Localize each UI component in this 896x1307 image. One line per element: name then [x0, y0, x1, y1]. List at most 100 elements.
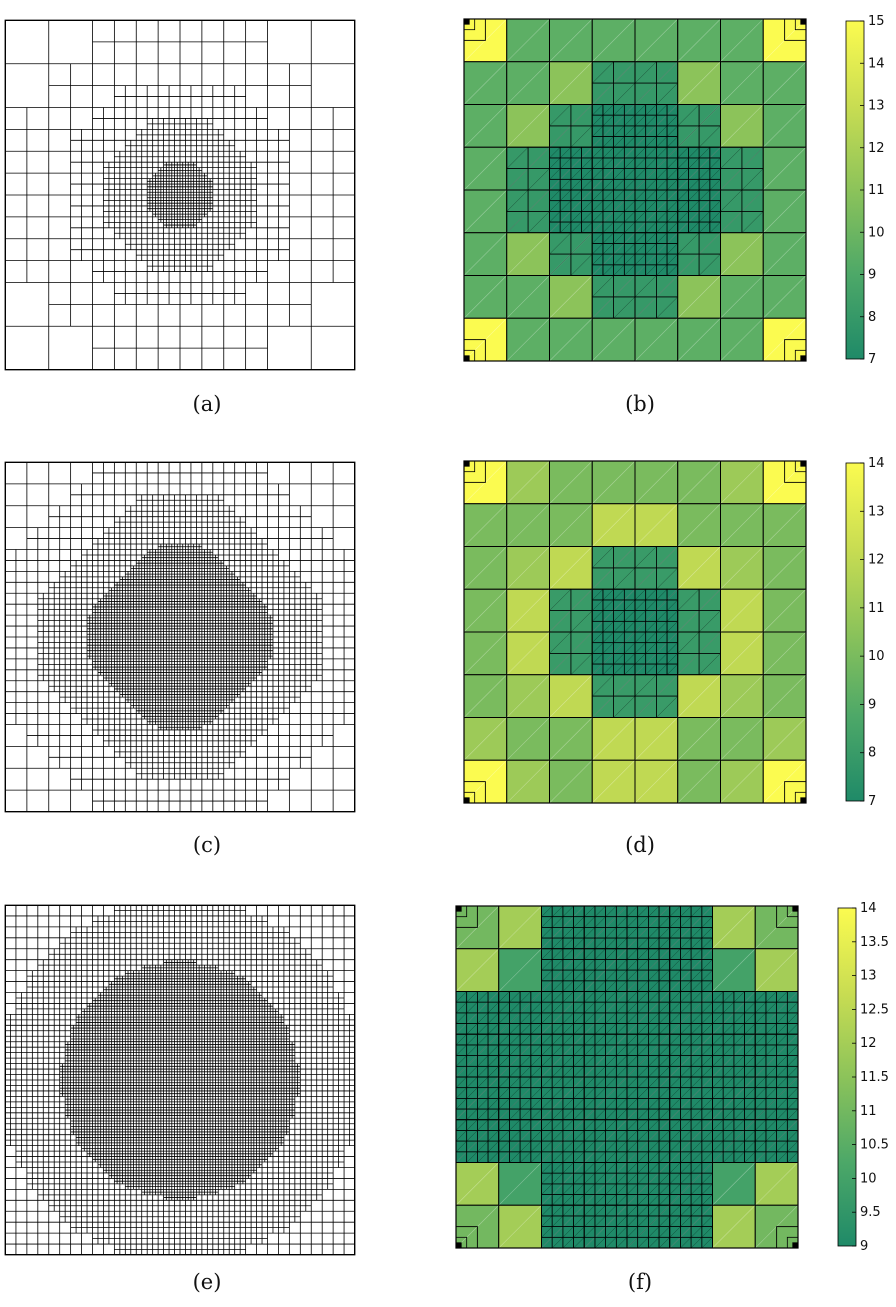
sub-diagonal: [637, 1183, 649, 1195]
sub-diagonal: [712, 1130, 724, 1142]
sub-diagonal: [573, 916, 585, 928]
sub-diagonal: [690, 959, 702, 971]
sub-diagonal: [594, 916, 606, 928]
sub-diagonal: [666, 136, 678, 148]
sub-diagonal: [669, 1194, 681, 1206]
sub-diagonal: [648, 937, 660, 949]
sub-diagonal: [624, 253, 636, 265]
sub-diagonal: [541, 1002, 553, 1014]
sub-diagonal: [626, 969, 638, 981]
sub-diagonal: [519, 1066, 531, 1078]
sub-diagonal: [624, 610, 636, 622]
sub-diagonal: [602, 115, 614, 127]
sub-diagonal: [552, 1119, 564, 1131]
sub-diagonal: [584, 969, 596, 981]
sub-diagonal: [677, 232, 700, 255]
mesh-cell: [677, 61, 721, 105]
cell-diagonal: [549, 717, 593, 761]
sub-diagonal: [669, 959, 681, 971]
sub-diagonal: [712, 1012, 724, 1024]
sub-diagonal: [584, 927, 596, 939]
sub-diagonal: [744, 1023, 756, 1035]
sub-diagonal: [613, 296, 636, 319]
corner-refine-core: [800, 797, 807, 804]
sub-diagonal: [669, 991, 681, 1003]
sub-diagonal: [680, 959, 692, 971]
sub-diagonal: [509, 1108, 521, 1120]
cell-diagonal: [755, 1162, 799, 1206]
cell-diagonal: [720, 760, 764, 804]
sub-diagonal: [776, 1140, 788, 1152]
mesh-cell: [506, 460, 550, 505]
sub-diagonal: [658, 1183, 670, 1195]
sub-diagonal: [680, 1205, 692, 1217]
sub-diagonal: [594, 1162, 606, 1174]
mesh-cell: [506, 61, 550, 105]
sub-diagonal: [613, 189, 625, 201]
sub-diagonal: [562, 1034, 574, 1046]
cell-diagonal: [763, 631, 807, 675]
sub-diagonal: [733, 1012, 745, 1024]
sub-diagonal: [541, 959, 553, 971]
sub-diagonal: [602, 104, 614, 116]
sub-diagonal: [519, 1034, 531, 1046]
sub-diagonal: [592, 546, 614, 569]
sub-diagonal: [645, 200, 657, 212]
sub-diagonal: [498, 1023, 510, 1035]
cell-diagonal: [720, 674, 764, 718]
sub-diagonal: [552, 980, 564, 992]
sub-diagonal: [509, 1140, 521, 1152]
sub-diagonal: [605, 1087, 617, 1099]
sub-diagonal: [701, 1215, 713, 1227]
sub-diagonal: [648, 1034, 660, 1046]
sub-diagonal: [552, 905, 564, 917]
sub-diagonal: [776, 1108, 788, 1120]
cell-diagonal: [463, 275, 507, 319]
sub-diagonal: [634, 189, 646, 201]
sub-diagonal: [701, 1151, 713, 1163]
sub-diagonal: [744, 1076, 756, 1088]
sub-diagonal: [509, 1098, 521, 1110]
sub-diagonal: [701, 959, 713, 971]
sub-diagonal: [541, 1140, 553, 1152]
sub-diagonal: [573, 1215, 585, 1227]
mesh-cell: [677, 759, 721, 804]
sub-diagonal: [592, 599, 604, 611]
sub-diagonal: [541, 1098, 553, 1110]
sub-diagonal: [592, 674, 614, 697]
sub-diagonal: [680, 1119, 692, 1131]
sub-diagonal: [648, 1151, 660, 1163]
colorbar-tick-label: 11.5: [860, 1070, 889, 1085]
sub-diagonal: [466, 1119, 478, 1131]
mesh-cell: [634, 759, 679, 804]
sub-diagonal: [624, 232, 636, 244]
sub-diagonal: [787, 1002, 799, 1014]
sub-diagonal: [755, 1076, 767, 1088]
sub-diagonal: [723, 1044, 735, 1056]
sub-diagonal: [680, 1076, 692, 1088]
mesh-cell: [677, 275, 721, 319]
sub-diagonal: [666, 157, 678, 169]
sub-diagonal: [584, 1215, 596, 1227]
cell-diagonal: [763, 546, 807, 590]
sub-diagonal: [645, 264, 657, 276]
sub-diagonal: [506, 168, 529, 191]
sub-diagonal: [509, 991, 521, 1003]
sub-diagonal: [648, 1130, 660, 1142]
sub-diagonal: [519, 1055, 531, 1067]
sub-diagonal: [787, 1012, 799, 1024]
sub-diagonal: [645, 610, 657, 622]
cell-diagonal: [634, 460, 678, 504]
sub-diagonal: [594, 1205, 606, 1217]
sub-diagonal: [744, 1034, 756, 1046]
sub-diagonal: [626, 916, 638, 928]
sub-diagonal: [584, 1055, 596, 1067]
colorbar-tick-label: 10: [868, 649, 885, 664]
cell-diagonal: [592, 18, 636, 62]
sub-diagonal: [594, 1173, 606, 1185]
sub-diagonal: [581, 221, 593, 233]
sub-diagonal: [584, 1023, 596, 1035]
sub-diagonal: [455, 1151, 467, 1163]
sub-diagonal: [701, 1044, 713, 1056]
cell-diagonal: [549, 760, 593, 804]
